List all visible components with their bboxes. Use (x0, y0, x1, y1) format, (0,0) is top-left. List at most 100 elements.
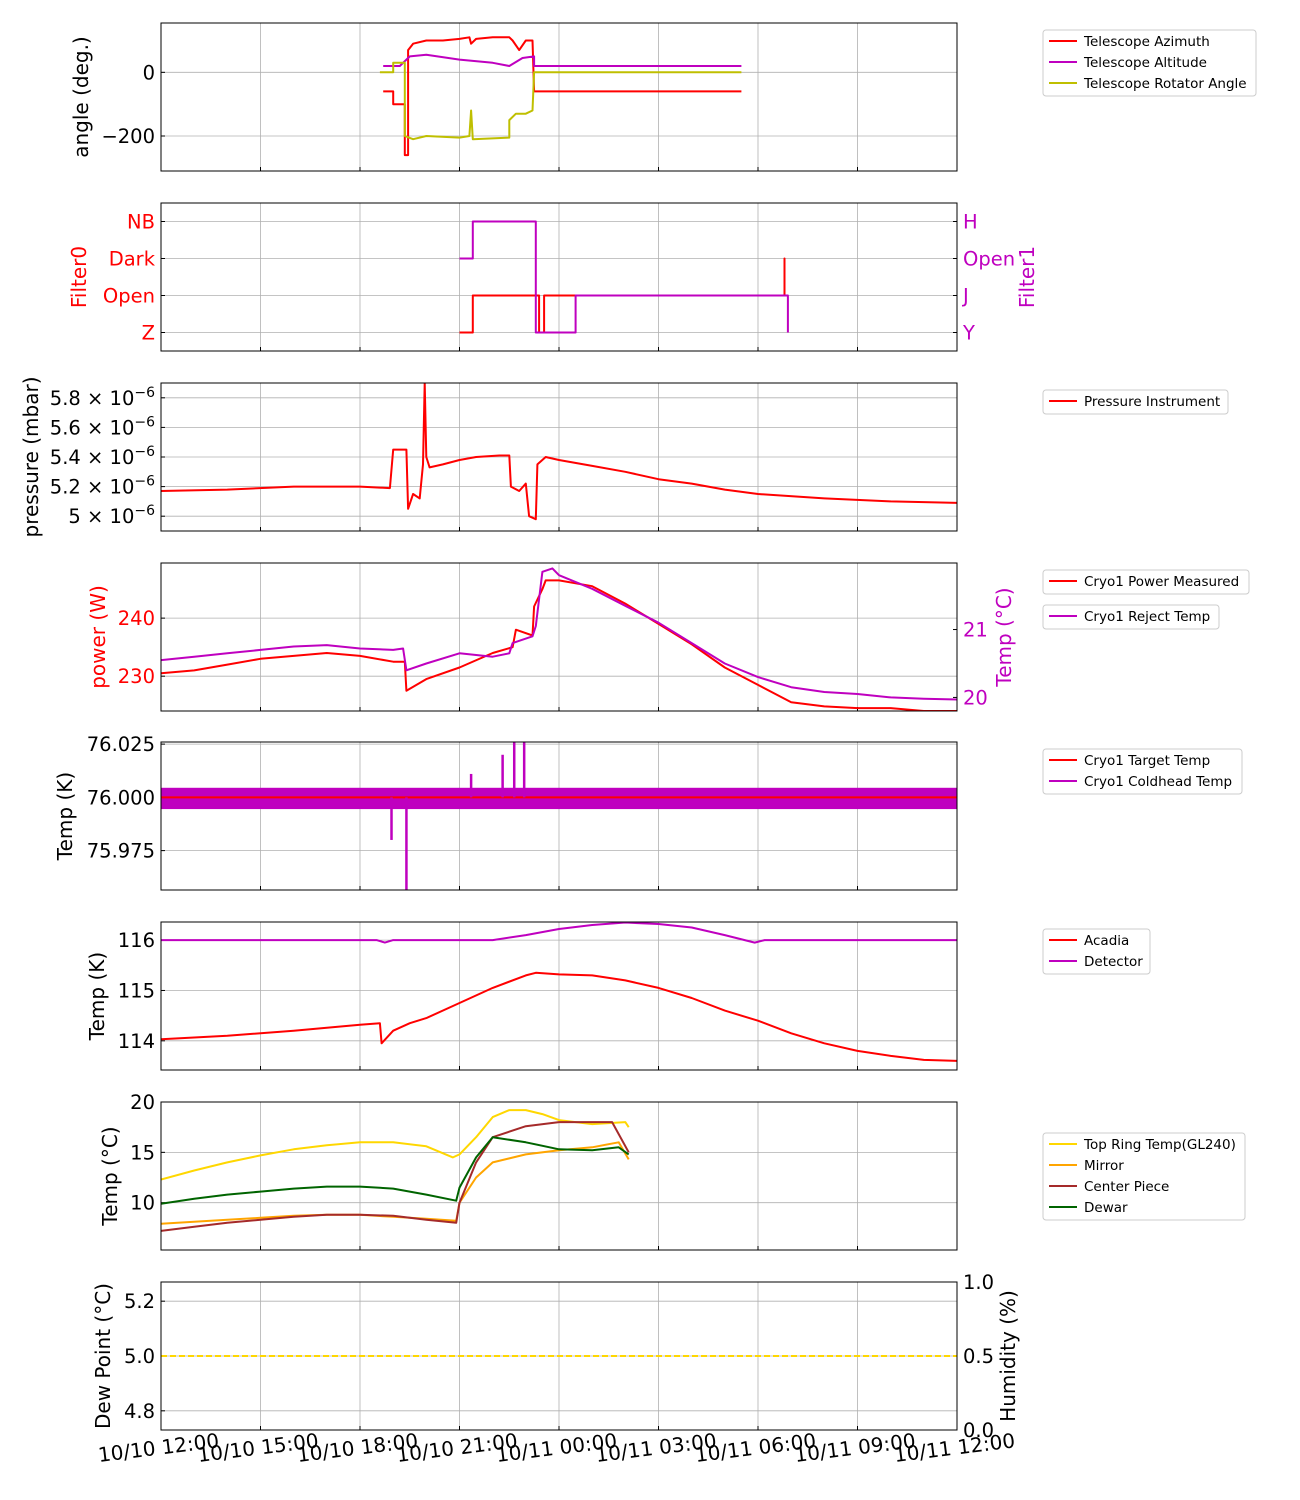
right-y-tick-label-open: Open (963, 248, 1015, 271)
series-cryo1-power-measured (161, 579, 957, 711)
environment-frame (160, 1101, 958, 1251)
right-y-tick-label-21: 21 (963, 619, 988, 642)
detector-panel: Temp (K) Acadia Detector 114 115 116 (85, 921, 1151, 1071)
right-y-tick-label-0-5: 0.5 (963, 1345, 994, 1368)
series-telescope-rotator-angle (379, 61, 742, 141)
y-tick-label-5-0: 5.0 (124, 1345, 155, 1368)
power-ylabel: power (W) (86, 585, 110, 689)
y-tick-label-76-025: 76.025 (87, 733, 155, 756)
legend-pressure-instrument: Pressure Instrument (1084, 394, 1220, 410)
y-tick-label-0: 0 (143, 61, 155, 84)
y-tick-label-nb: NB (127, 211, 155, 234)
angle-panel: angle (deg.) Telescope Azimuth Telescope… (69, 22, 1257, 172)
legend-cryo1-power-measured: Cryo1 Power Measured (1084, 574, 1239, 590)
dewpoint-ylabel: Dew Point (°C) (91, 1283, 115, 1429)
y-tick-label-76-000: 76.000 (87, 786, 155, 809)
series-center-piece (161, 1121, 630, 1232)
y-tick-label-115: 115 (118, 979, 155, 1002)
right-y-tick-label-j: J (961, 285, 969, 308)
y-tick-label-20: 20 (130, 1091, 155, 1114)
angle-ylabel: angle (deg.) (69, 36, 93, 158)
legend-dewar: Dewar (1084, 1200, 1128, 1216)
environment-legend: Top Ring Temp(GL240) Mirror Center Piece… (1042, 1132, 1246, 1221)
pressure-frame (160, 382, 958, 532)
y-tick-label-z: Z (142, 322, 155, 345)
environment-panel: Temp (°C) Top Ring Temp(GL240) Mirror Ce… (98, 1091, 1246, 1251)
y-tick-label-pressure: 5.6 × 10−6 (50, 414, 155, 439)
legend-center-piece: Center Piece (1084, 1179, 1169, 1195)
detector-legend: Acadia Detector (1042, 928, 1151, 975)
filters-data (459, 220, 789, 334)
y-tick-label-114: 114 (118, 1030, 155, 1053)
cryo-temp-panel: Temp (K) Cryo1 Target Temp Cryo1 Coldhea… (53, 733, 1243, 891)
pressure-panel: pressure (mbar) Pressure Instrument 5 × … (19, 376, 1229, 538)
cryo_temp-frame (160, 741, 958, 891)
series-acadia (161, 971, 957, 1062)
reject-temp-ylabel: Temp (°C) (992, 587, 1016, 687)
cryo-power-panel: power (W) Temp (°C) Cryo1 Power Measured… (86, 562, 1250, 712)
angles-data (379, 36, 742, 157)
legend-cryo1-reject-temp: Cryo1 Reject Temp (1084, 609, 1210, 625)
y-tick-label-dark: Dark (109, 248, 156, 271)
y-tick-label-open: Open (103, 285, 155, 308)
y-tick-label-75-975: 75.975 (87, 840, 155, 863)
right-y-tick-label-20: 20 (963, 686, 988, 709)
series-top-ring-temp-gl240 (161, 1109, 630, 1181)
detector-ylabel: Temp (K) (85, 952, 109, 1041)
legend-mirror: Mirror (1084, 1158, 1124, 1174)
legend-top-ring-temp: Top Ring Temp(GL240) (1083, 1137, 1236, 1153)
cryo-temp-legend: Cryo1 Target Temp Cryo1 Coldhead Temp (1042, 748, 1243, 795)
cryo_temp-data (161, 742, 957, 890)
filter0-label: Filter0 (67, 246, 91, 308)
series-telescope-altitude (383, 53, 742, 67)
coldhead-temp-noise-band (161, 787, 957, 810)
y-tick-label-240: 240 (118, 607, 155, 630)
y-tick-label-15: 15 (130, 1141, 155, 1164)
y-tick-label-pressure: 5 × 10−6 (68, 503, 155, 528)
y-tick-label-pressure: 5.8 × 10−6 (50, 385, 155, 410)
y-tick-label-pressure: 5.4 × 10−6 (50, 444, 155, 469)
series-dewar (161, 1136, 630, 1205)
legend-detector: Detector (1084, 954, 1143, 970)
pressure-ylabel: pressure (mbar) (19, 376, 43, 537)
filter-panel: Filter0 Filter1 Z Open Dark NB YJ Open H (67, 202, 1039, 352)
filters-frame (160, 202, 958, 352)
pressure-data (161, 383, 957, 521)
humidity-ylabel: Humidity (%) (996, 1290, 1020, 1422)
dewpoint-panel: Dew Point (°C) Humidity (%) 4.8 5.0 5.2 0.0… (91, 1271, 1020, 1442)
y-tick-label-5-2: 5.2 (124, 1290, 155, 1313)
detector-frame (160, 921, 958, 1071)
cryo-temp-ylabel: Temp (K) (53, 772, 77, 861)
y-tick-label-230: 230 (118, 665, 155, 688)
detector-data (161, 922, 957, 1062)
legend-telescope-rotator-angle: Telescope Rotator Angle (1083, 76, 1247, 92)
y-tick-label-10: 10 (130, 1192, 155, 1215)
angles-frame (160, 22, 958, 172)
angle-legend: Telescope Azimuth Telescope Altitude Tel… (1042, 29, 1257, 97)
legend-acadia: Acadia (1084, 933, 1129, 949)
y-tick-label-116: 116 (118, 929, 155, 952)
environment-data (161, 1109, 630, 1232)
right-y-tick-label-1-0: 1.0 (963, 1271, 994, 1294)
cryo_power-data (161, 567, 957, 711)
right-y-tick-label-h: H (963, 211, 978, 234)
pressure-legend: Pressure Instrument (1042, 389, 1229, 415)
legend-cryo1-target-temp: Cryo1 Target Temp (1084, 753, 1210, 769)
y-tick-label-200: −200 (101, 125, 155, 148)
series-filter1 (459, 220, 789, 334)
right-y-tick-label-y: Y (962, 322, 975, 345)
series-detector (161, 922, 957, 944)
filter1-label: Filter1 (1015, 246, 1039, 308)
legend-cryo1-coldhead-temp: Cryo1 Coldhead Temp (1084, 774, 1232, 790)
legend-telescope-altitude: Telescope Altitude (1083, 55, 1207, 71)
series-cryo1-reject-temp (161, 567, 957, 701)
environment-ylabel: Temp (°C) (98, 1126, 122, 1226)
y-tick-label-pressure: 5.2 × 10−6 (50, 474, 155, 499)
dewpoint-frame (160, 1281, 958, 1431)
legend-telescope-azimuth: Telescope Azimuth (1083, 34, 1210, 50)
cryo_power-frame (160, 562, 958, 712)
right-y-tick-label-0-0: 0.0 (963, 1419, 994, 1442)
y-tick-label-4-8: 4.8 (124, 1400, 155, 1423)
cryo-power-legend: Cryo1 Power Measured Cryo1 Reject Temp (1042, 569, 1250, 630)
